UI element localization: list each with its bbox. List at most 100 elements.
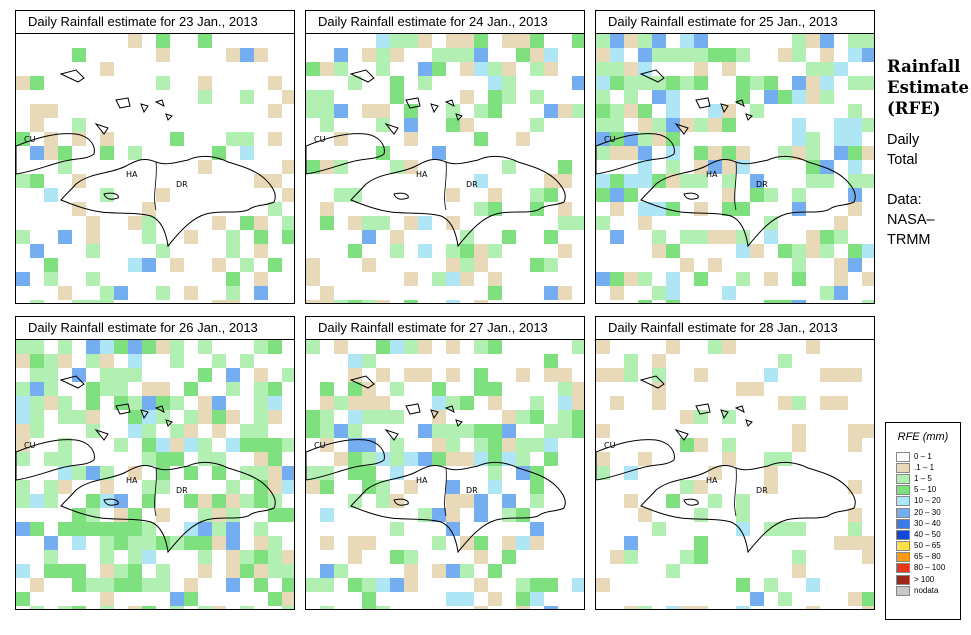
rainfall-cell	[572, 76, 584, 90]
rainfall-cell	[694, 480, 708, 494]
rainfall-cell	[16, 174, 30, 188]
rainfall-cell	[460, 272, 474, 286]
rainfall-cell	[198, 76, 212, 90]
rainfall-cell	[736, 230, 750, 244]
rainfall-cell	[320, 480, 334, 494]
rainfall-cell	[596, 578, 610, 592]
rainfall-cell	[722, 146, 736, 160]
rainfall-cell	[282, 564, 294, 578]
rainfall-cell	[404, 160, 418, 174]
rainfall-cell	[488, 438, 502, 452]
rainfall-cell	[44, 258, 58, 272]
panel-title: Daily Rainfall estimate for 28 Jan., 201…	[595, 316, 875, 340]
rainfall-cell	[862, 536, 874, 550]
rainfall-cell	[544, 578, 558, 592]
rainfall-cell	[362, 300, 376, 303]
rainfall-cell	[530, 466, 544, 480]
rainfall-cell	[834, 368, 848, 382]
rainfall-cell	[58, 466, 72, 480]
rainfall-cell	[114, 396, 128, 410]
rainfall-cell	[212, 606, 226, 609]
rainfall-cell	[544, 286, 558, 300]
rainfall-cell	[446, 368, 460, 382]
rainfall-cell	[778, 354, 792, 368]
legend-swatch	[896, 585, 910, 596]
rainfall-cell	[348, 410, 362, 424]
rainfall-cell	[516, 368, 530, 382]
legend-title: RFE (mm)	[897, 431, 949, 443]
bahamas-coastline	[745, 113, 753, 121]
rainfall-cell	[404, 34, 418, 48]
bahamas-coastline	[720, 103, 729, 114]
rainfall-cell	[306, 90, 320, 104]
rainfall-cell	[128, 578, 142, 592]
rainfall-cell	[128, 550, 142, 564]
rainfall-cell	[376, 300, 390, 303]
rainfall-cell	[778, 48, 792, 62]
rainfall-cell	[572, 396, 584, 410]
rainfall-cell	[736, 578, 750, 592]
rainfall-cell	[624, 494, 638, 508]
rainfall-cell	[404, 118, 418, 132]
bahamas-coastline	[455, 419, 463, 427]
rainfall-cell	[638, 174, 652, 188]
legend-label: > 100	[914, 574, 935, 584]
rainfall-cell	[596, 216, 610, 230]
rainfall-cell	[404, 368, 418, 382]
hispaniola-coastline	[640, 155, 856, 248]
rainfall-cell	[820, 76, 834, 90]
hispaniola-coastline	[60, 461, 276, 554]
rainfall-cell	[736, 160, 750, 174]
rainfall-cell	[100, 564, 114, 578]
rainfall-cell	[446, 118, 460, 132]
rainfall-cell	[558, 396, 572, 410]
rainfall-cell	[624, 76, 638, 90]
bahamas-coastline	[444, 99, 455, 107]
rainfall-cell	[736, 202, 750, 216]
rainfall-cell	[862, 592, 874, 606]
rainfall-cell	[390, 452, 404, 466]
rainfall-cell	[128, 216, 142, 230]
rainfall-cell	[694, 174, 708, 188]
cuba-coastline	[306, 439, 385, 481]
rainfall-cell	[558, 368, 572, 382]
rainfall-cell	[376, 410, 390, 424]
rainfall-cell	[460, 118, 474, 132]
rainfall-cell	[348, 244, 362, 258]
rainfall-cell	[820, 62, 834, 76]
rainfall-map: CU HA DR	[306, 34, 584, 303]
bahamas-coastline	[165, 419, 173, 427]
rainfall-cell	[488, 466, 502, 480]
rainfall-cell	[240, 466, 254, 480]
rainfall-cell	[58, 606, 72, 609]
sidebar-data-line2: NASA–	[887, 212, 935, 228]
rainfall-cell	[44, 396, 58, 410]
rainfall-cell	[254, 368, 268, 382]
rainfall-cell	[404, 300, 418, 303]
rainfall-cell	[128, 410, 142, 424]
rainfall-cell	[848, 438, 862, 452]
rainfall-cell	[596, 76, 610, 90]
rainfall-cell	[764, 76, 778, 90]
rainfall-cell	[376, 578, 390, 592]
rainfall-cell	[348, 466, 362, 480]
rainfall-cell	[488, 564, 502, 578]
rainfall-cell	[404, 340, 418, 354]
rainfall-cell	[474, 258, 488, 272]
rainfall-cell	[502, 90, 516, 104]
rainfall-cell	[572, 104, 584, 118]
rainfall-cell	[86, 494, 100, 508]
rainfall-cell	[834, 230, 848, 244]
rainfall-cell	[778, 244, 792, 258]
legend-label: 65 – 80	[914, 552, 941, 562]
rainfall-cell	[530, 438, 544, 452]
bahamas-coastline	[639, 69, 665, 83]
rainfall-cell	[460, 34, 474, 48]
rainfall-cell	[516, 606, 530, 609]
rainfall-cell	[558, 174, 572, 188]
rainfall-cell	[282, 90, 294, 104]
rainfall-cell	[680, 606, 694, 609]
rainfall-cell	[226, 410, 240, 424]
rainfall-cell	[624, 104, 638, 118]
rainfall-cell	[16, 410, 30, 424]
